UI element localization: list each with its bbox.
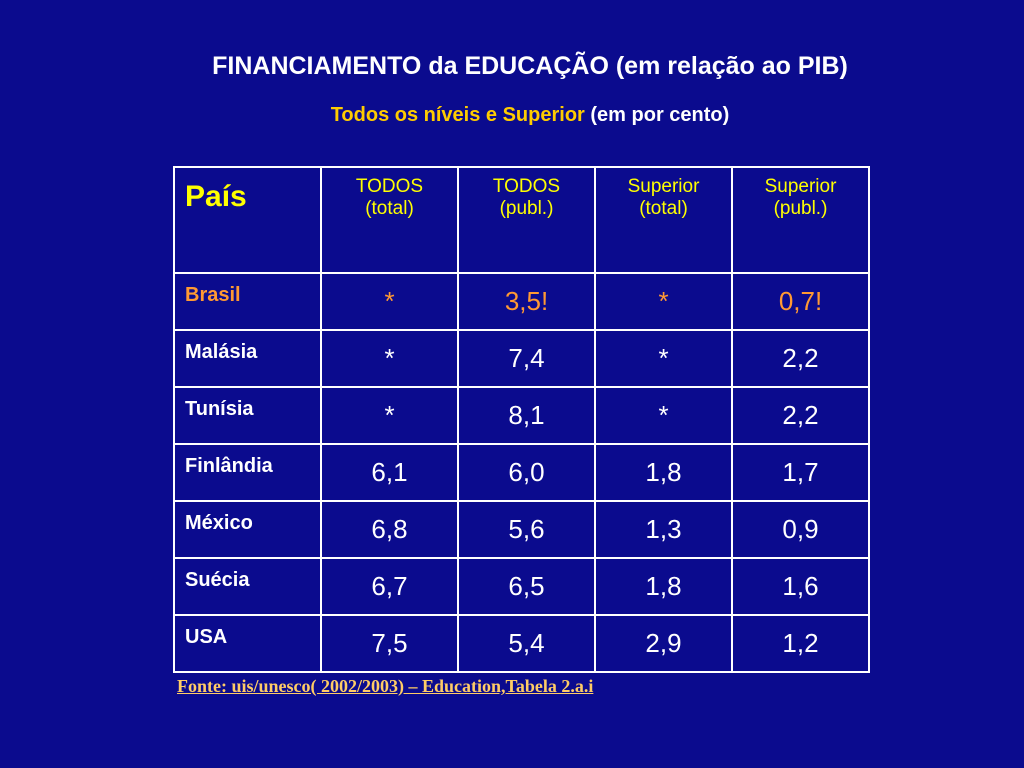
value-cell: 7,5 xyxy=(320,614,459,673)
value-cell: 1,7 xyxy=(731,443,870,502)
country-cell: Brasil xyxy=(173,272,322,331)
value-cell: 7,4 xyxy=(457,329,596,388)
header-line: Superior xyxy=(764,176,837,197)
value-cell: * xyxy=(594,272,733,331)
table-row: Brasil * 3,5! * 0,7! xyxy=(173,272,870,331)
header-cell: TODOS (publ.) xyxy=(457,166,596,274)
title: FINANCIAMENTO da EDUCAÇÃO (em relação ao… xyxy=(212,52,848,80)
header-line: TODOS xyxy=(355,176,424,197)
value-cell: 5,6 xyxy=(457,500,596,559)
value-cell: 6,1 xyxy=(320,443,459,502)
header-cell: Superior (publ.) xyxy=(731,166,870,274)
table-row: Finlândia 6,1 6,0 1,8 1,7 xyxy=(173,443,870,502)
data-table: País TODOS (total) TODOS (publ.) Superior (tot… xyxy=(173,166,870,673)
header-row: País TODOS (total) TODOS (publ.) Superior (tot… xyxy=(173,166,870,274)
header-cell: TODOS (total) xyxy=(320,166,459,274)
value-cell: * xyxy=(320,386,459,445)
header-line: TODOS xyxy=(492,176,561,197)
value-cell: 1,8 xyxy=(594,557,733,616)
value-cell: 2,2 xyxy=(731,329,870,388)
value-cell: 2,9 xyxy=(594,614,733,673)
header-line: (total) xyxy=(639,198,688,219)
source[interactable]: Fonte: uis/unesco( 2002/2003) – Educatio… xyxy=(177,676,594,696)
value-cell: 0,9 xyxy=(731,500,870,559)
subtitle-rest: (em por cento) xyxy=(590,104,730,126)
value-cell: 1,3 xyxy=(594,500,733,559)
header-line: (total) xyxy=(365,198,414,219)
header-line: Superior xyxy=(627,176,700,197)
value-cell: 1,8 xyxy=(594,443,733,502)
value-cell: 5,4 xyxy=(457,614,596,673)
header-line: (publ.) xyxy=(773,198,828,219)
value-cell: 1,6 xyxy=(731,557,870,616)
subtitle-highlight: Todos os níveis e Superior xyxy=(330,104,585,126)
value-cell: * xyxy=(594,329,733,388)
header-cell: Superior (total) xyxy=(594,166,733,274)
table-row: México 6,8 5,6 1,3 0,9 xyxy=(173,500,870,559)
table-row: Malásia * 7,4 * 2,2 xyxy=(173,329,870,388)
table-row: Suécia 6,7 6,5 1,8 1,6 xyxy=(173,557,870,616)
country-cell: Suécia xyxy=(173,557,322,616)
value-cell: 0,7! xyxy=(731,272,870,331)
header-line: (publ.) xyxy=(499,198,554,219)
country-cell: México xyxy=(173,500,322,559)
value-cell: 6,0 xyxy=(457,443,596,502)
value-cell: * xyxy=(594,386,733,445)
country-cell: Malásia xyxy=(173,329,322,388)
table-row: Tunísia * 8,1 * 2,2 xyxy=(173,386,870,445)
value-cell: 1,2 xyxy=(731,614,870,673)
value-cell: 6,7 xyxy=(320,557,459,616)
header-cell: País xyxy=(173,166,322,274)
value-cell: 3,5! xyxy=(457,272,596,331)
value-cell: 6,5 xyxy=(457,557,596,616)
subtitle: Todos os níveis e Superior (em por cento… xyxy=(40,104,1020,127)
value-cell: * xyxy=(320,272,459,331)
value-cell: 6,8 xyxy=(320,500,459,559)
country-cell: Finlândia xyxy=(173,443,322,502)
value-cell: * xyxy=(320,329,459,388)
value-cell: 2,2 xyxy=(731,386,870,445)
country-cell: Tunísia xyxy=(173,386,322,445)
table-row: USA 7,5 5,4 2,9 1,2 xyxy=(173,614,870,673)
value-cell: 8,1 xyxy=(457,386,596,445)
country-cell: USA xyxy=(173,614,322,673)
